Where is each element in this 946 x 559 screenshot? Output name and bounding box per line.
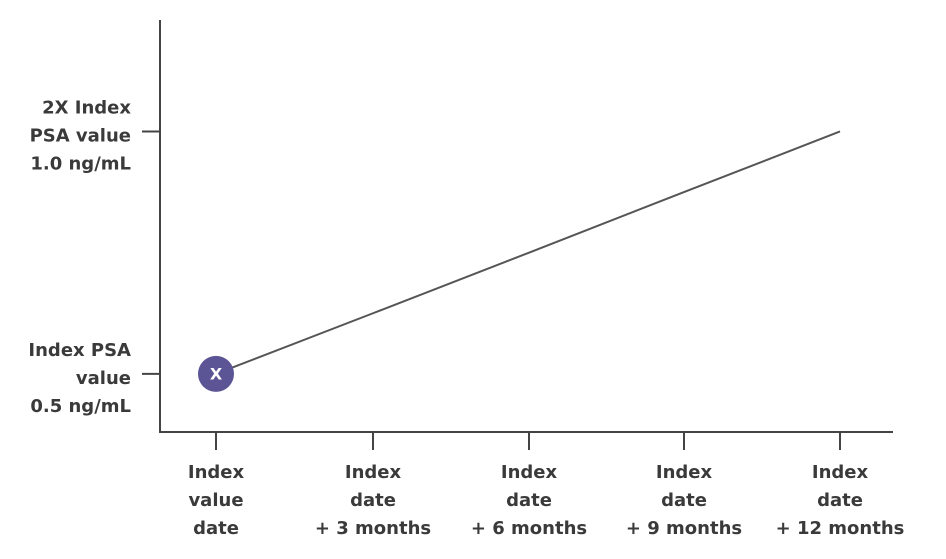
index-marker bbox=[198, 355, 234, 392]
x-tick-label: date bbox=[506, 490, 552, 511]
x-tick-label: Index bbox=[812, 462, 869, 483]
x-tick-label: + 12 months bbox=[776, 518, 905, 539]
x-tick-label: Index bbox=[188, 462, 245, 483]
y-tick-label: 0.5 ng/mL bbox=[30, 396, 131, 417]
y-tick-label: Index PSA bbox=[28, 340, 131, 361]
y-tick-label: 2X Index bbox=[42, 97, 131, 118]
x-tick-label: value bbox=[188, 490, 243, 511]
x-tick-label: + 6 months bbox=[471, 518, 587, 539]
y-tick-label: value bbox=[76, 368, 131, 389]
marker-label: X bbox=[210, 364, 223, 383]
y-tick-label: 1.0 ng/mL bbox=[30, 153, 131, 174]
x-tick-label: + 3 months bbox=[315, 518, 431, 539]
data-line bbox=[215, 130, 841, 375]
x-tick-label: date bbox=[661, 490, 707, 511]
x-tick-label: Index bbox=[345, 462, 402, 483]
x-tick-label: date bbox=[350, 490, 396, 511]
x-tick-label: Index bbox=[501, 462, 558, 483]
x-tick-label: Index bbox=[656, 462, 713, 483]
x-tick-label: date bbox=[817, 490, 863, 511]
y-tick-label: PSA value bbox=[30, 125, 131, 146]
x-tick-label: date bbox=[193, 518, 239, 539]
x-tick-label: + 9 months bbox=[626, 518, 742, 539]
